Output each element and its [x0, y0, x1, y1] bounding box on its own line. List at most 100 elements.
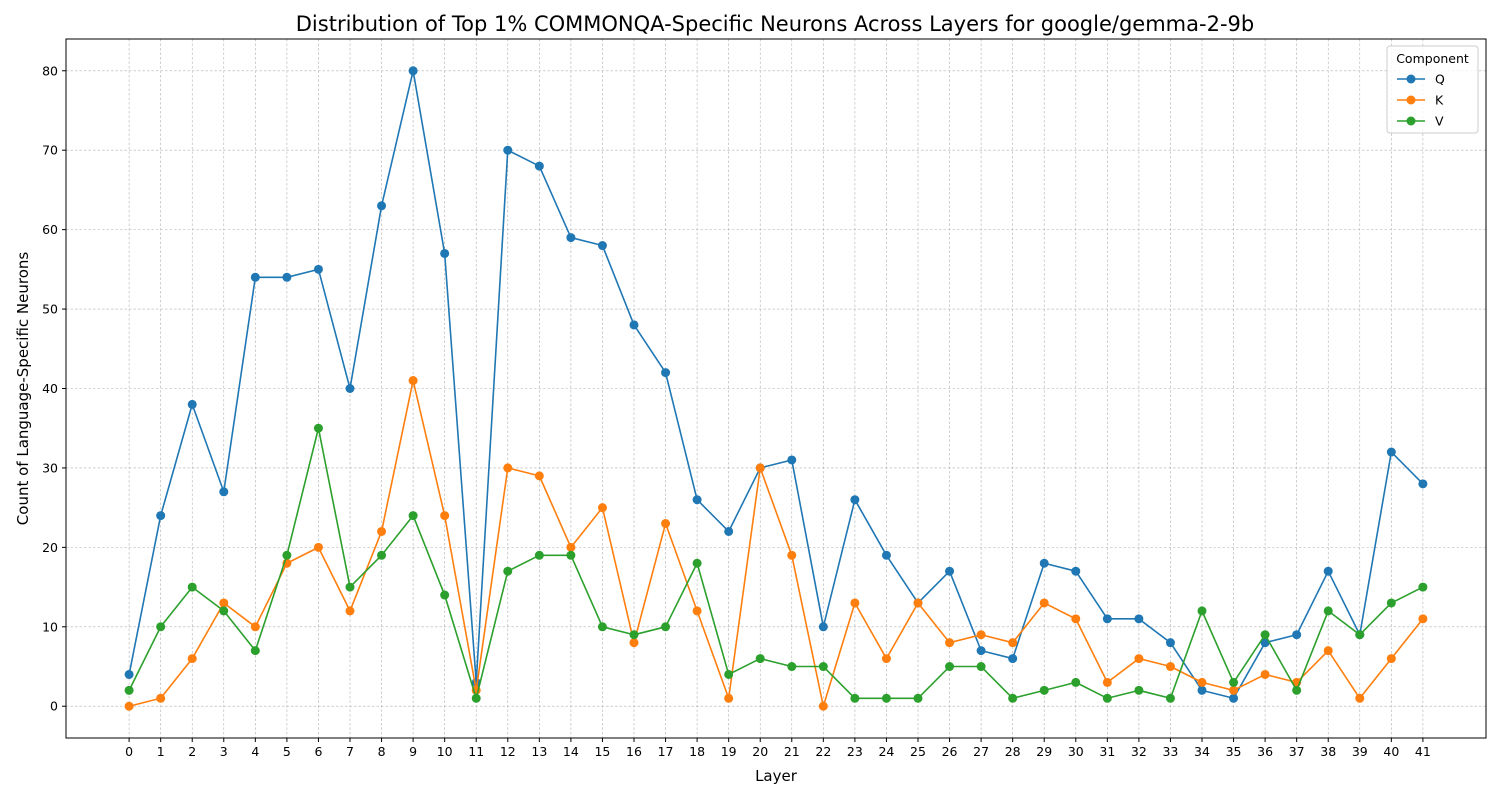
data-point [566, 542, 576, 552]
x-tick-label: 3 [220, 744, 228, 759]
data-point [597, 503, 607, 513]
x-tick-label: 38 [1320, 744, 1336, 759]
data-point [724, 693, 734, 703]
data-point [219, 487, 229, 497]
y-tick-label: 40 [42, 381, 58, 396]
x-tick-label: 5 [283, 744, 291, 759]
data-point [692, 558, 702, 568]
x-tick-label: 17 [658, 744, 674, 759]
y-tick-label: 80 [42, 63, 58, 78]
data-point [1355, 693, 1365, 703]
data-point [1229, 693, 1239, 703]
data-point [1134, 685, 1144, 695]
data-point [1008, 638, 1018, 648]
data-point [566, 550, 576, 560]
data-point [945, 662, 955, 672]
data-point [377, 526, 387, 536]
y-tick-label: 50 [42, 302, 58, 317]
data-point [156, 622, 166, 632]
data-point [945, 638, 955, 648]
data-point [1260, 669, 1270, 679]
data-point [566, 233, 576, 243]
x-tick-label: 35 [1226, 744, 1242, 759]
data-point [408, 376, 418, 386]
data-point [471, 693, 481, 703]
data-point [1071, 566, 1081, 576]
x-tick-label: 19 [721, 744, 737, 759]
data-point [440, 511, 450, 521]
data-point [1418, 479, 1428, 489]
x-tick-label: 40 [1383, 744, 1399, 759]
data-point [787, 455, 797, 465]
data-point [1039, 598, 1049, 608]
data-point [282, 550, 292, 560]
data-point [976, 662, 986, 672]
y-tick-label: 60 [42, 222, 58, 237]
data-point [597, 622, 607, 632]
data-point [724, 669, 734, 679]
data-point [1260, 638, 1270, 648]
data-point [976, 630, 986, 640]
data-point [1134, 654, 1144, 664]
data-point [1165, 662, 1175, 672]
data-point [124, 685, 134, 695]
data-point [313, 423, 323, 433]
data-point [408, 66, 418, 76]
data-point [408, 511, 418, 521]
data-point [187, 399, 197, 409]
data-point [1197, 677, 1207, 687]
data-point [818, 622, 828, 632]
x-tick-label: 37 [1289, 744, 1305, 759]
data-point [377, 201, 387, 211]
data-point [881, 654, 891, 664]
data-point [503, 566, 513, 576]
data-point [1229, 677, 1239, 687]
x-tick-label: 31 [1099, 744, 1115, 759]
legend-marker [1406, 74, 1416, 84]
series-line [128, 69, 1424, 700]
data-point [818, 662, 828, 672]
data-point [1292, 685, 1302, 695]
x-tick-label: 13 [531, 744, 547, 759]
data-point [913, 598, 923, 608]
data-point [1071, 614, 1081, 624]
data-point [377, 550, 387, 560]
data-point [1071, 677, 1081, 687]
data-point [976, 646, 986, 656]
data-point [1418, 582, 1428, 592]
data-point [661, 368, 671, 378]
data-point [661, 622, 671, 632]
data-point [755, 654, 765, 664]
data-point [1355, 630, 1365, 640]
data-point [250, 272, 260, 282]
chart-title: Distribution of Top 1% COMMONQA-Specific… [296, 12, 1254, 36]
data-point [818, 701, 828, 711]
x-tick-label: 32 [1131, 744, 1147, 759]
x-tick-label: 22 [815, 744, 831, 759]
series-v [124, 423, 1428, 703]
data-point [1386, 598, 1396, 608]
legend-marker [1406, 116, 1416, 126]
data-point [1008, 654, 1018, 664]
y-tick-label: 30 [42, 460, 58, 475]
y-axis-title: Count of Language-Specific Neurons [14, 252, 32, 526]
data-point [503, 463, 513, 473]
data-point [850, 495, 860, 505]
data-point [156, 511, 166, 521]
x-tick-label: 26 [942, 744, 958, 759]
data-point [850, 693, 860, 703]
data-point [1260, 630, 1270, 640]
x-tick-label: 15 [594, 744, 610, 759]
data-point [250, 622, 260, 632]
data-point [1386, 654, 1396, 664]
data-point [1292, 630, 1302, 640]
data-point [1165, 638, 1175, 648]
series-k [124, 376, 1428, 711]
data-point [787, 550, 797, 560]
data-point [187, 582, 197, 592]
x-tick-label: 24 [878, 744, 894, 759]
x-tick-label: 12 [500, 744, 516, 759]
data-point [313, 542, 323, 552]
x-tick-label: 1 [157, 744, 165, 759]
data-point [534, 471, 544, 481]
